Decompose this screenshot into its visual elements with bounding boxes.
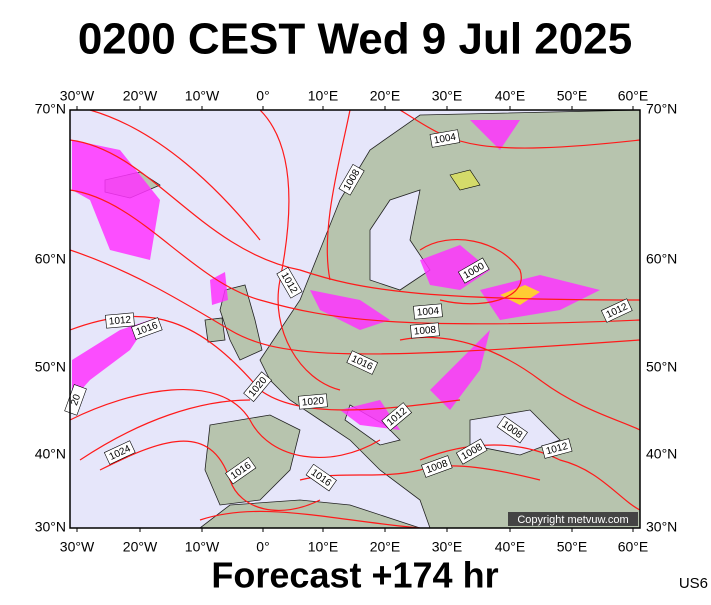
latitude-label-right: 50°N	[646, 359, 677, 375]
latitude-label-left: 40°N	[35, 446, 66, 462]
isobar-label-box	[131, 317, 163, 340]
latitude-label-right: 70°N	[646, 101, 677, 117]
isobar-label-box	[103, 440, 136, 465]
isobar-label: 1004	[413, 303, 443, 320]
isobar-label-box	[225, 456, 257, 485]
longitude-label-bottom: 30°W	[60, 539, 95, 555]
isobar-label-box	[421, 455, 453, 478]
isobar-label: 1004	[429, 129, 461, 148]
axis-labels: 30°W 30°W 20°W 20°W 10°W 10°W 0° 0° 10°E 10°E 20°E…	[35, 88, 678, 555]
ice	[449, 169, 481, 191]
longitude-label-bottom: 20°E	[370, 539, 401, 555]
map-frame	[69, 109, 641, 529]
longitude-label-top: 30°W	[60, 88, 95, 104]
longitude-label-bottom: 50°E	[557, 539, 588, 555]
isobar-label-box	[541, 438, 573, 459]
latitude-label-right: 40°N	[646, 446, 677, 462]
longitude-label-bottom: 60°E	[618, 539, 649, 555]
isobar-label-box	[600, 298, 633, 323]
isobar-value: 1004	[433, 132, 457, 147]
longitude-label-bottom: 40°E	[495, 539, 526, 555]
isobar-value: 1004	[416, 306, 440, 319]
longitude-label-top: 10°E	[308, 88, 339, 104]
longitude-label-top: 10°W	[185, 88, 220, 104]
longitude-label-bottom: 10°W	[185, 539, 220, 555]
longitude-label-bottom: 20°W	[123, 539, 158, 555]
isobar-label: 1008	[410, 322, 440, 339]
longitude-label-top: 0°	[256, 88, 269, 104]
latitude-label-right: 60°N	[646, 251, 677, 267]
isobar-label-box	[338, 163, 365, 196]
isobar-label-box	[298, 393, 328, 410]
longitude-label-bottom: 10°E	[308, 539, 339, 555]
title: 0200 CEST Wed 9 Jul 2025	[78, 15, 632, 64]
isobar-label-box	[305, 463, 337, 492]
latitude-label-left: 50°N	[35, 359, 66, 375]
precipitation	[72, 120, 600, 430]
copyright-box	[508, 512, 638, 526]
longitude-label-bottom: 0°	[256, 539, 269, 555]
longitude-label-top: 20°E	[370, 88, 401, 104]
isobar-label-box	[105, 312, 135, 329]
longitude-label-top: 30°E	[432, 88, 463, 104]
longitude-label-top: 40°E	[495, 88, 526, 104]
longitude-label-top: 50°E	[557, 88, 588, 104]
copyright: Copyright metvuw.com	[517, 514, 628, 526]
isobar-label: 1012	[600, 298, 633, 323]
isobar-label-box	[346, 350, 379, 375]
isobar-label: 1012	[541, 438, 573, 459]
isobar-label-box	[243, 371, 273, 403]
isobar-label-box	[381, 402, 413, 432]
forecast-label: Forecast +174 hr	[211, 555, 498, 596]
isobar-value: 1012	[108, 315, 132, 328]
isobar-label: 1012	[105, 312, 135, 329]
latitude-label-left: 30°N	[35, 519, 66, 535]
model-code: US6	[679, 575, 708, 592]
heavy-precipitation	[500, 285, 540, 305]
isobar-label-box	[429, 129, 461, 148]
isobar-value: 20	[69, 393, 83, 408]
isobar-label-box	[496, 415, 528, 444]
isobar-value: 1008	[413, 325, 437, 338]
isobar-label-box	[457, 257, 490, 284]
isobar-value: 1020	[301, 396, 325, 409]
isobar-label-box	[276, 266, 303, 299]
latitude-label-left: 70°N	[35, 101, 66, 117]
isobar-label-box	[455, 438, 488, 465]
isobar-label: 1020	[298, 393, 328, 410]
latitude-label-right: 30°N	[646, 519, 677, 535]
isobar-label-box	[410, 322, 440, 339]
isobar-label-box	[413, 303, 443, 320]
longitude-label-bottom: 30°E	[432, 539, 463, 555]
latitude-label-left: 60°N	[35, 251, 66, 267]
longitude-label-top: 60°E	[618, 88, 649, 104]
longitude-label-top: 20°W	[123, 88, 158, 104]
